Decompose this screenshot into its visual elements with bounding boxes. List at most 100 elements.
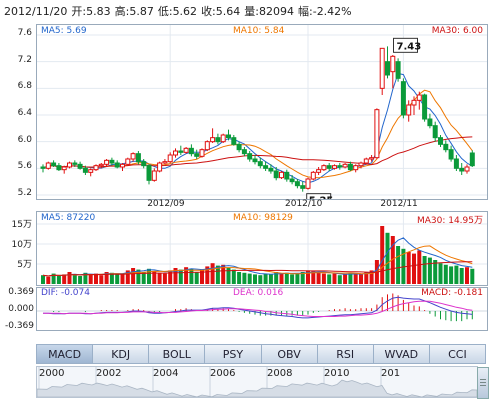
close-value: 5.64 [215, 5, 241, 18]
macd-y-tick: -0.369 [4, 321, 34, 331]
candle-body [310, 171, 316, 180]
candle-body [72, 162, 78, 165]
volume-bar [380, 226, 385, 284]
timeline-overview-area [37, 379, 477, 397]
volume-bar [433, 260, 438, 284]
volume-bar [109, 272, 114, 284]
candle-body [374, 109, 380, 159]
volume-bar [359, 274, 363, 284]
volume-bar [194, 272, 199, 284]
candle-body [98, 163, 104, 167]
volume-bar [62, 274, 67, 284]
volume-chart [37, 212, 487, 285]
volume-panel[interactable]: MA5: 87220 MA10: 98129 MA30: 14.95万 [36, 211, 488, 286]
timeline-year-label: 2006 [210, 368, 236, 379]
volume-bar [396, 246, 401, 284]
candle-body [215, 137, 221, 143]
timeline-year-label: 201 [381, 368, 401, 379]
volume-bar [200, 270, 204, 284]
volume-bar [332, 273, 337, 284]
candle-body [157, 162, 163, 172]
volume-bar [406, 252, 411, 284]
grip-line [480, 379, 486, 380]
candle-body [273, 170, 279, 179]
candle-body [120, 163, 125, 168]
volume-bar [390, 236, 395, 284]
volume-bar [316, 272, 321, 284]
volume-bar [427, 257, 432, 284]
high-value: 5.87 [129, 5, 154, 18]
candle-body [199, 149, 205, 157]
macd-dif-legend: DIF: -0.074 [41, 288, 90, 298]
change-value: -2.42% [312, 5, 352, 18]
volume-bar [459, 268, 464, 284]
volume-bar [311, 271, 316, 284]
indicator-tabs: MACD KDJ BOLL PSY OBV RSI WVAD CCI [36, 344, 486, 364]
timeline-drag-handle[interactable] [477, 367, 489, 399]
volume-bar [94, 273, 98, 284]
candle-body [453, 158, 459, 169]
price-panel[interactable]: 7.43 5.25 MA5: 5.69 MA10: 5.84 MA30: 6.00 [36, 24, 488, 200]
price-x-tick: 2012/11 [380, 199, 418, 209]
candle-body [51, 162, 57, 167]
volume-bar [412, 253, 416, 284]
timeline-navigator[interactable]: 2000 2002 2004 2006 2008 2010 201 [36, 366, 489, 399]
tab-wvad[interactable]: WVAD [373, 344, 430, 364]
candle-body [141, 161, 147, 167]
price-ma5-legend: MA5: 5.69 [41, 26, 87, 36]
macd-panel[interactable]: DIF: -0.074 DEA: 0.016 MACD: -0.181 [36, 287, 488, 331]
volume-bar [247, 273, 252, 284]
candle-body [390, 55, 396, 73]
close-label: 收: [201, 5, 216, 18]
volume-ma30-legend: MA30: 14.95万 [416, 216, 483, 226]
tab-obv[interactable]: OBV [261, 344, 318, 364]
volume-y-tick: 5万 [17, 260, 32, 270]
volume-bar [88, 274, 93, 284]
candle-body [162, 161, 168, 164]
candle-body [104, 159, 110, 165]
volume-bar [284, 272, 289, 284]
candle-body [61, 166, 67, 171]
candle-body [241, 149, 247, 155]
tab-macd[interactable]: MACD [36, 344, 94, 364]
volume-label: 量: [244, 5, 259, 18]
volume-ma30-line [42, 261, 473, 277]
volume-bar [443, 264, 448, 284]
candle-body [411, 99, 417, 106]
candle-body [347, 163, 353, 171]
volume-bar [210, 263, 215, 284]
volume-bar [131, 268, 136, 284]
volume-bar [465, 267, 469, 284]
volume-bar [321, 273, 326, 284]
candle-body [432, 125, 438, 139]
tab-rsi[interactable]: RSI [317, 344, 374, 364]
tab-cci[interactable]: CCI [429, 344, 486, 364]
tab-kdj[interactable]: KDJ [93, 344, 150, 364]
candle-body [300, 185, 306, 189]
candle-body [40, 166, 46, 169]
volume-bar [258, 275, 263, 284]
macd-dea-line [43, 300, 473, 317]
timeline-year-label: 2000 [39, 368, 65, 379]
grip-line [480, 382, 486, 383]
tab-boll[interactable]: BOLL [149, 344, 206, 364]
volume-bar [83, 272, 88, 284]
tab-psy[interactable]: PSY [205, 344, 262, 364]
volume-bar [125, 270, 130, 284]
price-ma10-legend: MA10: 5.84 [233, 26, 285, 36]
volume-bar [449, 266, 454, 284]
low-annotation-box [306, 193, 332, 199]
volume-bar [99, 275, 104, 284]
quote-header: 2012/11/20 开:5.83 高:5.87 低:5.62 收:5.64 量:8209… [4, 3, 356, 19]
candle-body [114, 162, 120, 168]
macd-chart [37, 293, 487, 322]
volume-y-tick: 10万 [11, 240, 32, 250]
candle-body [257, 161, 263, 167]
candle-body [67, 162, 72, 168]
candle-body [226, 134, 231, 139]
candle-body [385, 61, 390, 76]
candle-body [279, 171, 284, 179]
volume-bar [279, 273, 284, 284]
volume-bar [205, 266, 210, 284]
volume-bar [263, 273, 268, 284]
